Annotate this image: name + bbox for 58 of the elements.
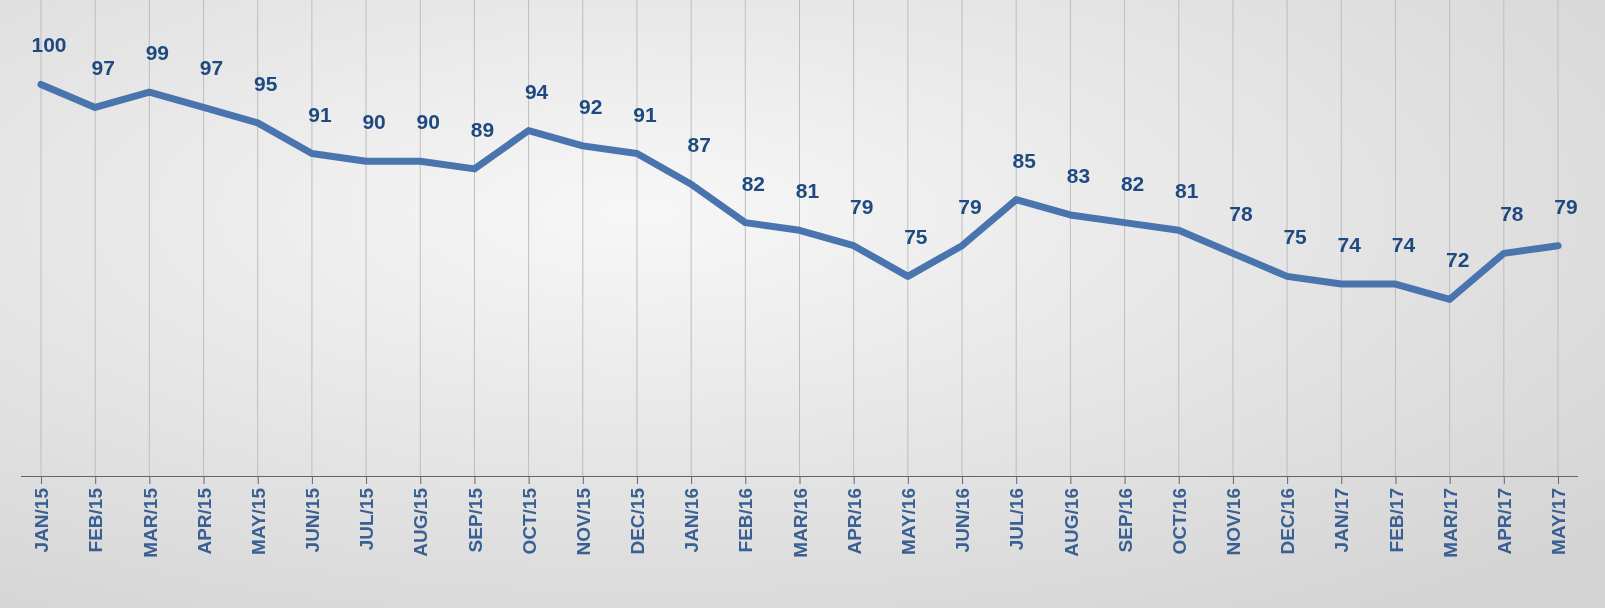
x-tick-label: SEP/16 bbox=[1114, 488, 1136, 553]
x-tick-label: AUG/15 bbox=[410, 487, 432, 557]
x-tick-label: JAN/16 bbox=[681, 488, 703, 553]
data-label: 81 bbox=[1175, 179, 1199, 203]
x-tick-label: MAY/17 bbox=[1548, 488, 1570, 555]
data-label: 83 bbox=[1066, 163, 1091, 187]
x-tick-label: JAN/15 bbox=[31, 487, 53, 553]
x-tick-label: OCT/16 bbox=[1168, 488, 1190, 555]
data-label: 92 bbox=[579, 94, 603, 118]
x-tick-label: SEP/15 bbox=[464, 487, 486, 553]
x-tick-label: APR/15 bbox=[193, 487, 215, 555]
data-label: 90 bbox=[362, 110, 386, 134]
x-tick-label: FEB/17 bbox=[1385, 488, 1407, 553]
data-label: 82 bbox=[1120, 171, 1145, 195]
x-tick-label: APR/17 bbox=[1493, 488, 1515, 555]
data-label: 81 bbox=[795, 179, 820, 203]
data-label: 94 bbox=[524, 79, 549, 103]
data-label: 91 bbox=[308, 102, 332, 126]
data-label: 74 bbox=[1337, 233, 1362, 257]
x-tick-label: JAN/17 bbox=[1331, 488, 1353, 553]
data-label: 79 bbox=[958, 194, 982, 218]
data-label: 97 bbox=[91, 56, 115, 80]
x-tick-label: MAR/17 bbox=[1439, 488, 1461, 558]
x-tick-label: DEC/15 bbox=[627, 487, 649, 555]
data-label: 97 bbox=[199, 56, 224, 80]
x-tick-label: JUL/15 bbox=[356, 487, 378, 551]
data-label: 87 bbox=[687, 133, 711, 157]
x-tick-label: OCT/15 bbox=[518, 487, 540, 555]
data-label: 78 bbox=[1500, 202, 1524, 226]
data-label: 95 bbox=[254, 71, 278, 95]
data-label: 72 bbox=[1445, 248, 1470, 272]
x-tick-label: FEB/16 bbox=[735, 488, 757, 553]
data-label: 89 bbox=[470, 117, 495, 141]
data-label: 79 bbox=[850, 194, 874, 218]
data-label: 79 bbox=[1554, 194, 1578, 218]
x-tick-label: FEB/15 bbox=[85, 487, 107, 553]
x-tick-label: MAY/16 bbox=[898, 488, 920, 555]
data-label: 99 bbox=[145, 41, 170, 65]
data-label: 74 bbox=[1391, 233, 1416, 257]
x-tick-label: NOV/16 bbox=[1223, 488, 1245, 556]
x-tick-label: MAR/16 bbox=[789, 488, 811, 558]
data-label: 85 bbox=[1012, 148, 1037, 172]
data-label: 75 bbox=[1283, 225, 1308, 249]
data-label: 91 bbox=[633, 102, 657, 126]
data-label: 100 bbox=[31, 33, 67, 57]
data-label: 90 bbox=[416, 110, 440, 134]
x-tick-label: APR/16 bbox=[843, 488, 865, 555]
x-tick-label: DEC/16 bbox=[1277, 488, 1299, 555]
x-tick-label: NOV/15 bbox=[572, 487, 594, 556]
data-label: 75 bbox=[904, 225, 928, 249]
x-tick-label: AUG/16 bbox=[1060, 488, 1082, 557]
x-tick-label: JUL/16 bbox=[1006, 488, 1028, 551]
x-tick-label: JUN/16 bbox=[952, 488, 974, 553]
data-label: 78 bbox=[1229, 202, 1253, 226]
x-tick-label: JUN/15 bbox=[302, 487, 324, 553]
data-label: 82 bbox=[741, 171, 765, 195]
x-tick-label: MAR/15 bbox=[139, 487, 161, 558]
x-tick-label: MAY/15 bbox=[247, 487, 269, 555]
